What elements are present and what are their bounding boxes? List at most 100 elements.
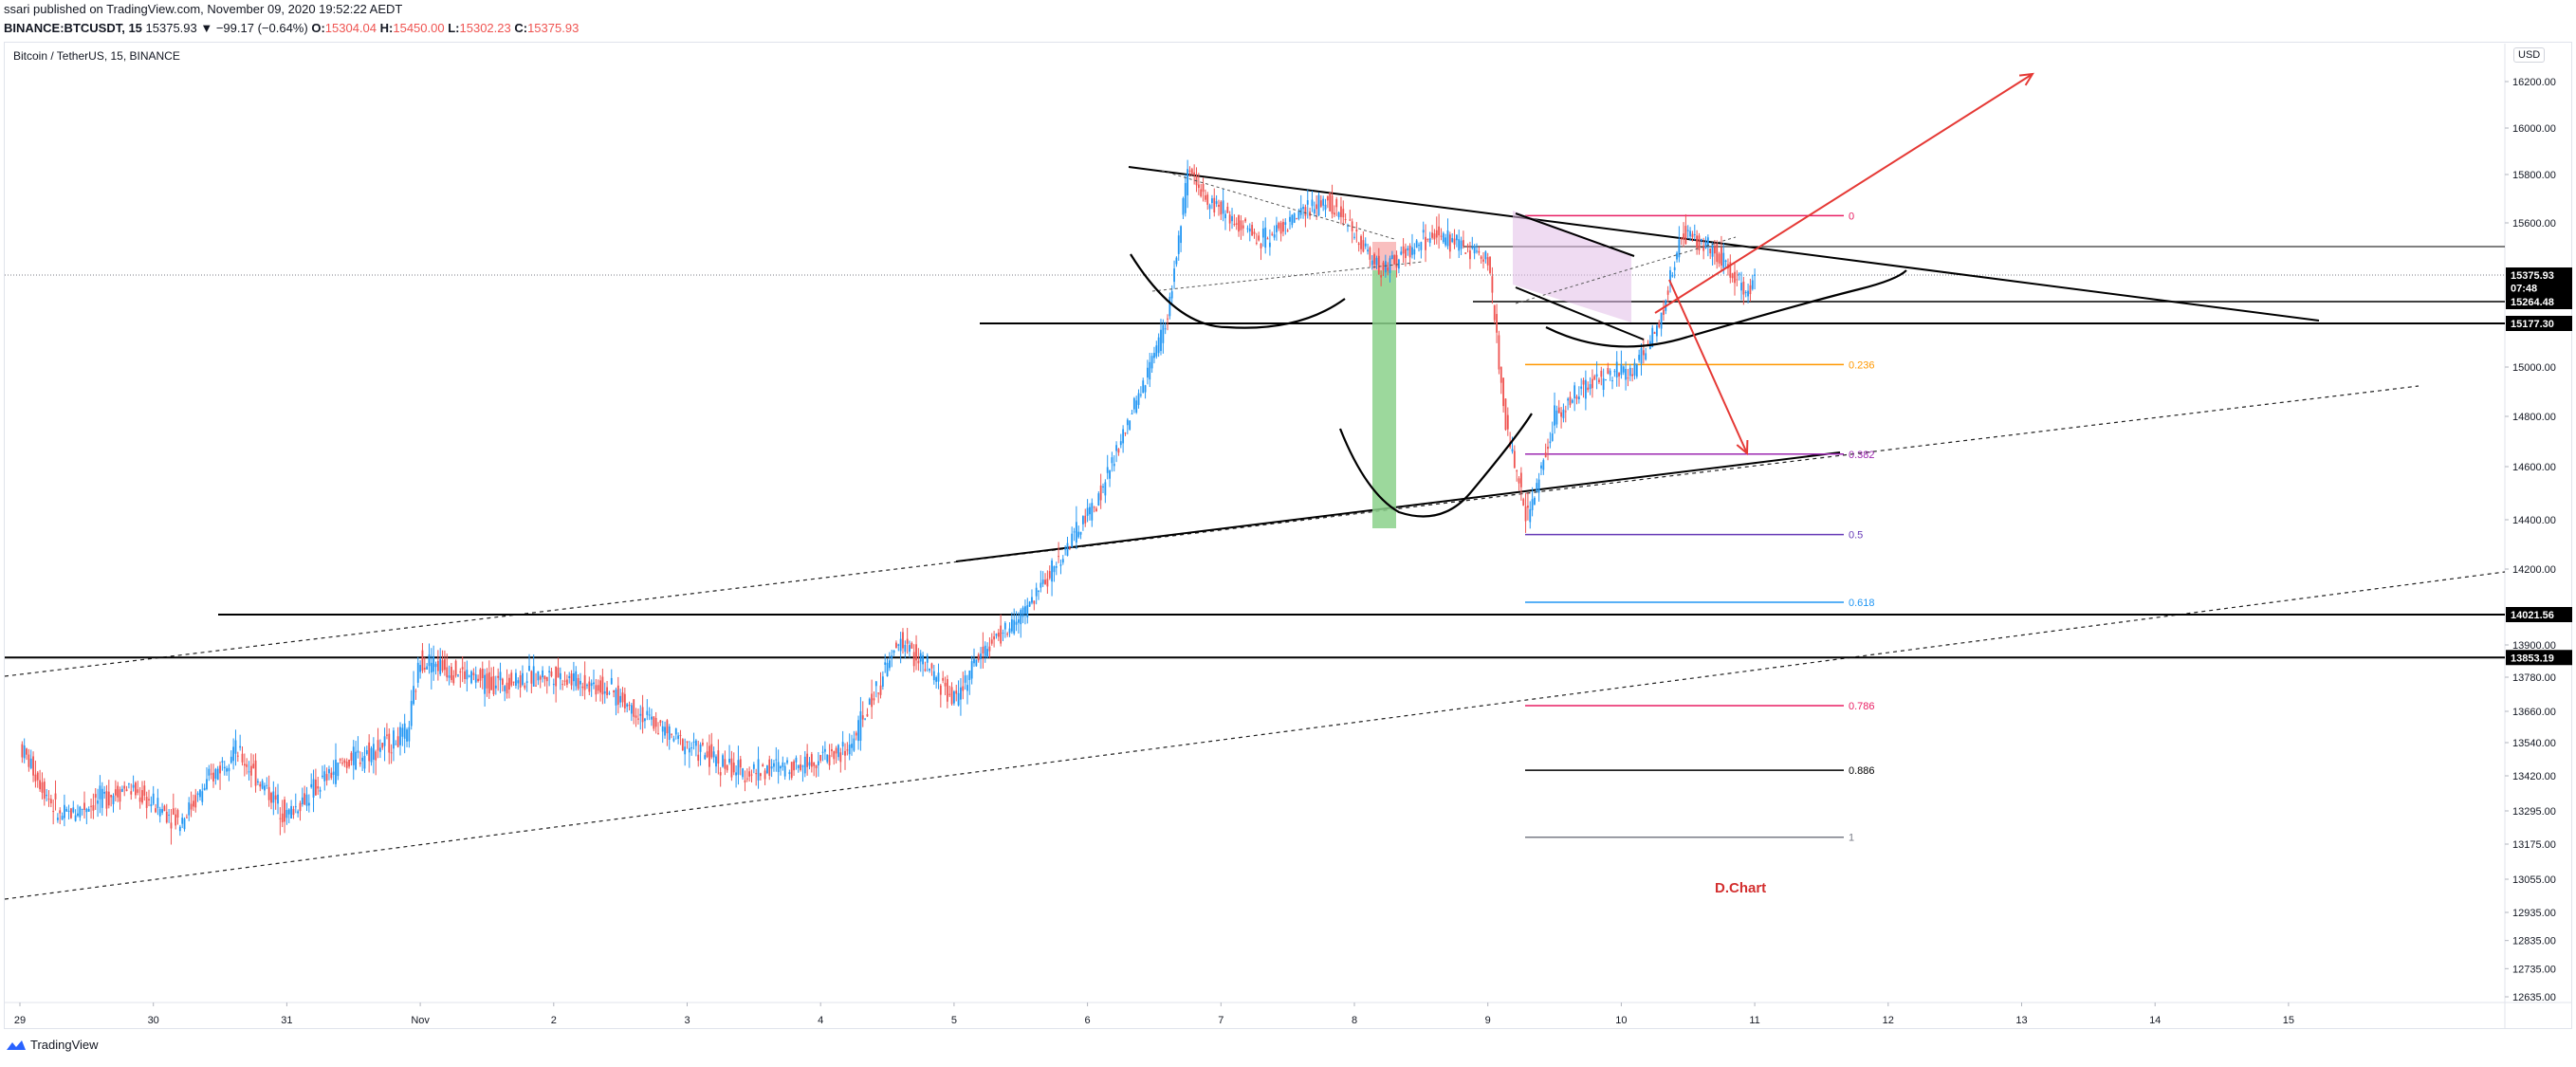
candle-body [686, 741, 689, 743]
candle-body [1291, 214, 1294, 226]
candle-body [1038, 590, 1040, 592]
candle-body [46, 795, 48, 797]
channel-upper-dashed [4, 385, 2420, 677]
candle-body [67, 810, 70, 812]
center-cup-curve [1338, 413, 1533, 518]
x-tick-label: 11 [1749, 1015, 1759, 1026]
candle-body [103, 791, 106, 794]
candle-body [459, 671, 462, 673]
candle-body [1233, 224, 1236, 226]
candle-body [1099, 485, 1102, 501]
candle-body [1248, 229, 1251, 232]
candle-body [601, 676, 604, 695]
candle-body [1527, 506, 1529, 508]
candle-body [1573, 385, 1576, 399]
candle-body [793, 761, 795, 771]
candle-body [28, 754, 30, 767]
y-tick-label: 15600.00 [2512, 218, 2556, 230]
candle-body [172, 808, 175, 815]
candle-body [819, 755, 822, 761]
candle-body [1003, 622, 1006, 630]
candle-body [1577, 396, 1580, 400]
candle-body [719, 772, 722, 776]
candle-body [699, 745, 702, 752]
candle-body [1547, 446, 1549, 450]
candle-body [668, 726, 671, 740]
candle-body [871, 693, 874, 708]
candle-body [728, 759, 730, 763]
candle-body [79, 806, 82, 818]
candle-body [390, 752, 393, 754]
candle-body [657, 733, 659, 735]
candle-body [332, 771, 335, 776]
candle-body [1097, 493, 1100, 506]
candle-body [413, 686, 414, 705]
candle-body [813, 762, 816, 766]
candle-body [490, 676, 493, 690]
candle-body [1382, 262, 1385, 270]
candle-body [595, 685, 598, 695]
candle-body [1415, 240, 1418, 248]
candle-body [486, 673, 488, 689]
candle-body [1058, 556, 1060, 558]
candle-body [1082, 516, 1084, 524]
candle-body [1046, 579, 1049, 587]
candle-body [1055, 566, 1058, 568]
candle-body [1440, 235, 1443, 237]
candle-body [428, 654, 431, 667]
candle-body [773, 763, 775, 767]
candle-body [929, 668, 931, 671]
candle-body [1013, 619, 1016, 634]
candle-body [1273, 234, 1276, 238]
candle-body [777, 762, 780, 772]
candle-body [1734, 271, 1736, 284]
candle-body [1600, 370, 1603, 377]
candle-body [1455, 234, 1458, 241]
candle-body [497, 675, 500, 678]
chart-frame[interactable] [4, 42, 2572, 1029]
candle-body [49, 799, 52, 804]
candle-body [661, 726, 664, 732]
candle-body [977, 654, 980, 661]
candle-body [484, 674, 487, 694]
currency-button[interactable]: USD [2513, 47, 2546, 63]
candle-body [525, 681, 528, 684]
candle-body [986, 649, 988, 657]
candle-body [117, 785, 120, 798]
candle-body [962, 686, 965, 691]
candle-body [664, 727, 666, 736]
candle-body [739, 759, 742, 768]
candle-body [1286, 230, 1289, 231]
candle-body [228, 767, 230, 772]
candle-body [1557, 407, 1560, 414]
wedge-upper-line [1515, 212, 1635, 257]
candle-body [1476, 250, 1478, 252]
candle-body [378, 747, 381, 752]
candle-body [221, 761, 224, 763]
candle-body [1709, 248, 1712, 254]
candle-body [277, 794, 279, 804]
candle-body [715, 756, 717, 767]
footer[interactable]: TradingView [6, 1038, 99, 1052]
candle-body [1086, 507, 1089, 516]
x-tick-label: 29 [14, 1015, 26, 1026]
left-cup-curve [1130, 253, 1346, 329]
candle-body [470, 671, 472, 684]
candle-body [1335, 198, 1338, 208]
candle-body [912, 652, 915, 667]
candle-body [1602, 377, 1605, 391]
candle-body [1522, 499, 1525, 506]
candle-body [99, 785, 101, 800]
candle-body [780, 766, 782, 769]
fib-level-label: 0 [1849, 211, 1854, 222]
candle-body [1400, 251, 1403, 255]
x-tick-label: 9 [1485, 1015, 1491, 1026]
candle-body [1226, 206, 1229, 213]
candle-body [1031, 597, 1033, 603]
fib-level-label: 0.786 [1849, 701, 1875, 712]
candle-body [1749, 285, 1752, 295]
candle-body [868, 698, 871, 706]
candle-body [577, 677, 580, 690]
candle-body [270, 793, 272, 803]
